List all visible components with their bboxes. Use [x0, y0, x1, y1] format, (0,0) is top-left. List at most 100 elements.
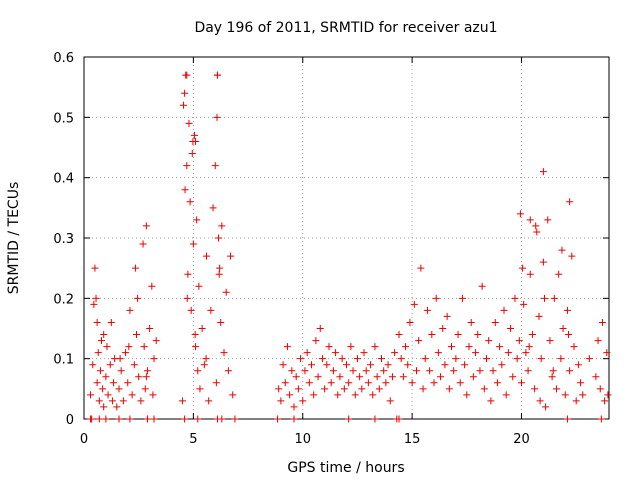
data-point — [579, 391, 587, 399]
data-point — [362, 367, 370, 375]
data-point — [415, 337, 423, 345]
data-point — [321, 385, 329, 393]
data-point — [509, 373, 517, 381]
data-point — [364, 379, 372, 387]
data-point — [502, 391, 510, 399]
data-point — [314, 373, 322, 381]
data-point — [216, 264, 224, 272]
data-point — [373, 373, 381, 381]
data-point-peak — [526, 216, 534, 224]
data-point — [369, 391, 377, 399]
data-point — [113, 403, 121, 411]
data-point — [195, 282, 203, 290]
data-point — [349, 367, 357, 375]
data-point — [572, 397, 580, 405]
data-point — [452, 355, 460, 363]
data-point — [183, 162, 191, 170]
data-point — [518, 379, 525, 387]
data-point — [194, 367, 202, 375]
data-point — [186, 198, 194, 206]
data-point — [290, 403, 298, 411]
data-point — [550, 294, 558, 302]
data-point — [345, 379, 353, 387]
data-point — [522, 349, 530, 357]
data-point — [93, 379, 101, 387]
data-point — [432, 294, 440, 302]
data-point — [549, 367, 557, 375]
data-point — [180, 101, 188, 109]
data-point — [493, 379, 501, 387]
data-point — [130, 361, 138, 369]
data-point — [102, 415, 110, 423]
data-point — [574, 361, 582, 369]
data-point — [428, 331, 436, 339]
data-point — [382, 379, 390, 387]
data-point — [548, 373, 556, 381]
data-point — [491, 318, 499, 326]
data-point — [137, 397, 145, 405]
data-point — [345, 415, 353, 423]
data-point — [91, 264, 99, 272]
data-point — [489, 367, 497, 375]
data-point — [100, 403, 108, 411]
data-point — [537, 355, 545, 363]
data-point — [207, 306, 215, 314]
data-point — [419, 385, 427, 393]
y-tick-label: 0.1 — [53, 353, 74, 368]
data-point — [209, 204, 217, 212]
data-point — [531, 385, 539, 393]
data-point — [476, 367, 484, 375]
data-point — [327, 379, 335, 387]
y-tick-label: 0 — [66, 413, 74, 428]
data-point — [565, 331, 573, 339]
data-point — [90, 300, 98, 308]
data-point — [539, 258, 547, 266]
data-point — [399, 373, 407, 381]
data-point — [308, 361, 315, 369]
chart-title: Day 196 of 2011, SRMTID for receiver azu… — [194, 20, 497, 36]
data-point — [104, 391, 112, 399]
data-point — [139, 240, 147, 248]
data-point — [421, 355, 429, 363]
data-point — [378, 355, 385, 363]
data-point — [143, 367, 151, 375]
data-point — [406, 318, 414, 326]
data-point — [563, 306, 571, 314]
data-point — [128, 391, 136, 399]
y-axis-label: SRMTID / TECUs — [6, 182, 22, 295]
data-point — [115, 415, 123, 423]
data-point — [439, 325, 447, 332]
data-point-peak — [192, 137, 200, 145]
data-point — [596, 385, 604, 393]
data-point — [410, 300, 418, 308]
data-point — [448, 343, 455, 351]
data-point — [334, 391, 342, 399]
data-point — [391, 349, 399, 357]
data-point — [110, 379, 118, 387]
data-point — [133, 331, 140, 339]
x-tick-label: 10 — [294, 432, 311, 447]
data-point — [496, 343, 504, 351]
data-point — [203, 252, 210, 260]
data-point — [275, 385, 283, 393]
x-tick-label: 15 — [404, 432, 421, 447]
data-point — [188, 150, 196, 158]
data-point — [279, 361, 287, 369]
data-point — [388, 373, 396, 381]
data-point — [340, 385, 348, 393]
data-point — [358, 385, 366, 393]
data-point — [310, 391, 318, 399]
data-point — [103, 343, 111, 351]
y-tick-label: 0.3 — [53, 232, 74, 247]
data-point — [563, 415, 571, 423]
data-point — [594, 337, 602, 345]
data-point — [515, 337, 523, 345]
data-point — [360, 349, 368, 357]
data-point — [211, 162, 219, 170]
data-point — [126, 306, 134, 314]
x-axis-label: GPS time / hours — [287, 460, 404, 476]
data-point — [566, 367, 574, 375]
data-point — [106, 361, 114, 369]
data-point — [536, 397, 544, 405]
data-point — [131, 264, 139, 272]
